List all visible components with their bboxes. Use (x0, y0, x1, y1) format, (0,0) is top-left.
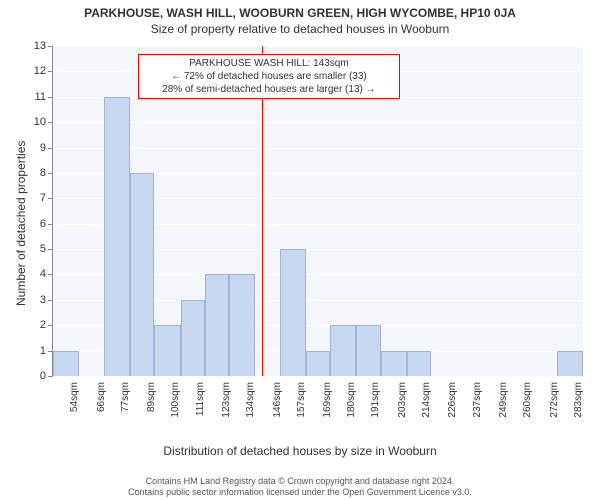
annotation-box: PARKHOUSE WASH HILL: 143sqm ← 72% of det… (138, 54, 400, 99)
ytick-mark (48, 173, 52, 174)
ytick-mark (48, 122, 52, 123)
histogram-bar (130, 173, 154, 376)
chart-title: PARKHOUSE, WASH HILL, WOOBURN GREEN, HIG… (0, 6, 600, 20)
xtick-label: 169sqm (322, 382, 333, 442)
histogram-bar (104, 97, 130, 376)
xtick-label: 226sqm (447, 382, 458, 442)
histogram-bar (306, 351, 330, 376)
xtick-label: 272sqm (549, 382, 560, 442)
ytick-mark (48, 97, 52, 98)
xtick-label: 249sqm (498, 382, 509, 442)
gridline (53, 122, 583, 123)
ytick-label: 2 (24, 319, 46, 331)
xtick-label: 260sqm (522, 382, 533, 442)
xtick-label: 77sqm (120, 382, 131, 442)
histogram-bar (557, 351, 583, 376)
xtick-label: 146sqm (272, 382, 283, 442)
ytick-label: 5 (24, 243, 46, 255)
chart-container: PARKHOUSE, WASH HILL, WOOBURN GREEN, HIG… (0, 0, 600, 500)
annotation-line-3: 28% of semi-detached houses are larger (… (145, 83, 393, 96)
ytick-mark (48, 325, 52, 326)
xtick-label: 89sqm (146, 382, 157, 442)
ytick-label: 11 (24, 91, 46, 103)
xtick-label: 66sqm (96, 382, 107, 442)
ytick-mark (48, 249, 52, 250)
ytick-mark (48, 351, 52, 352)
footer-line-1: Contains HM Land Registry data © Crown c… (0, 476, 600, 487)
xtick-label: 283sqm (573, 382, 584, 442)
ytick-mark (48, 274, 52, 275)
ytick-label: 1 (24, 345, 46, 357)
histogram-bar (229, 274, 255, 376)
ytick-label: 12 (24, 65, 46, 77)
histogram-bar (356, 325, 380, 376)
xtick-label: 111sqm (195, 382, 206, 442)
gridline (53, 46, 583, 47)
histogram-bar (53, 351, 79, 376)
xtick-label: 214sqm (421, 382, 432, 442)
footer-line-2: Contains public sector information licen… (0, 487, 600, 498)
xtick-label: 54sqm (69, 382, 80, 442)
ytick-mark (48, 148, 52, 149)
ytick-label: 8 (24, 167, 46, 179)
ytick-mark (48, 71, 52, 72)
xtick-label: 191sqm (370, 382, 381, 442)
xtick-label: 123sqm (221, 382, 232, 442)
gridline (53, 148, 583, 149)
ytick-mark (48, 46, 52, 47)
histogram-bar (381, 351, 407, 376)
histogram-bar (181, 300, 205, 376)
xtick-label: 180sqm (346, 382, 357, 442)
annotation-line-1: PARKHOUSE WASH HILL: 143sqm (145, 57, 393, 70)
ytick-mark (48, 224, 52, 225)
histogram-bar (154, 325, 180, 376)
xtick-label: 134sqm (245, 382, 256, 442)
histogram-bar (330, 325, 356, 376)
ytick-label: 9 (24, 142, 46, 154)
xtick-label: 237sqm (472, 382, 483, 442)
xtick-label: 157sqm (296, 382, 307, 442)
ytick-mark (48, 300, 52, 301)
ytick-label: 3 (24, 294, 46, 306)
x-axis-label: Distribution of detached houses by size … (0, 444, 600, 458)
ytick-label: 6 (24, 218, 46, 230)
xtick-label: 203sqm (397, 382, 408, 442)
annotation-line-2: ← 72% of detached houses are smaller (33… (145, 70, 393, 83)
gridline (53, 376, 583, 377)
ytick-label: 13 (24, 40, 46, 52)
ytick-label: 10 (24, 116, 46, 128)
chart-subtitle: Size of property relative to detached ho… (0, 22, 600, 36)
histogram-bar (280, 249, 306, 376)
histogram-bar (205, 274, 229, 376)
ytick-label: 0 (24, 370, 46, 382)
plot-area: PARKHOUSE WASH HILL: 143sqm ← 72% of det… (52, 46, 583, 377)
ytick-label: 4 (24, 268, 46, 280)
histogram-bar (407, 351, 431, 376)
ytick-label: 7 (24, 192, 46, 204)
ytick-mark (48, 376, 52, 377)
footer: Contains HM Land Registry data © Crown c… (0, 476, 600, 498)
ytick-mark (48, 198, 52, 199)
xtick-label: 100sqm (170, 382, 181, 442)
